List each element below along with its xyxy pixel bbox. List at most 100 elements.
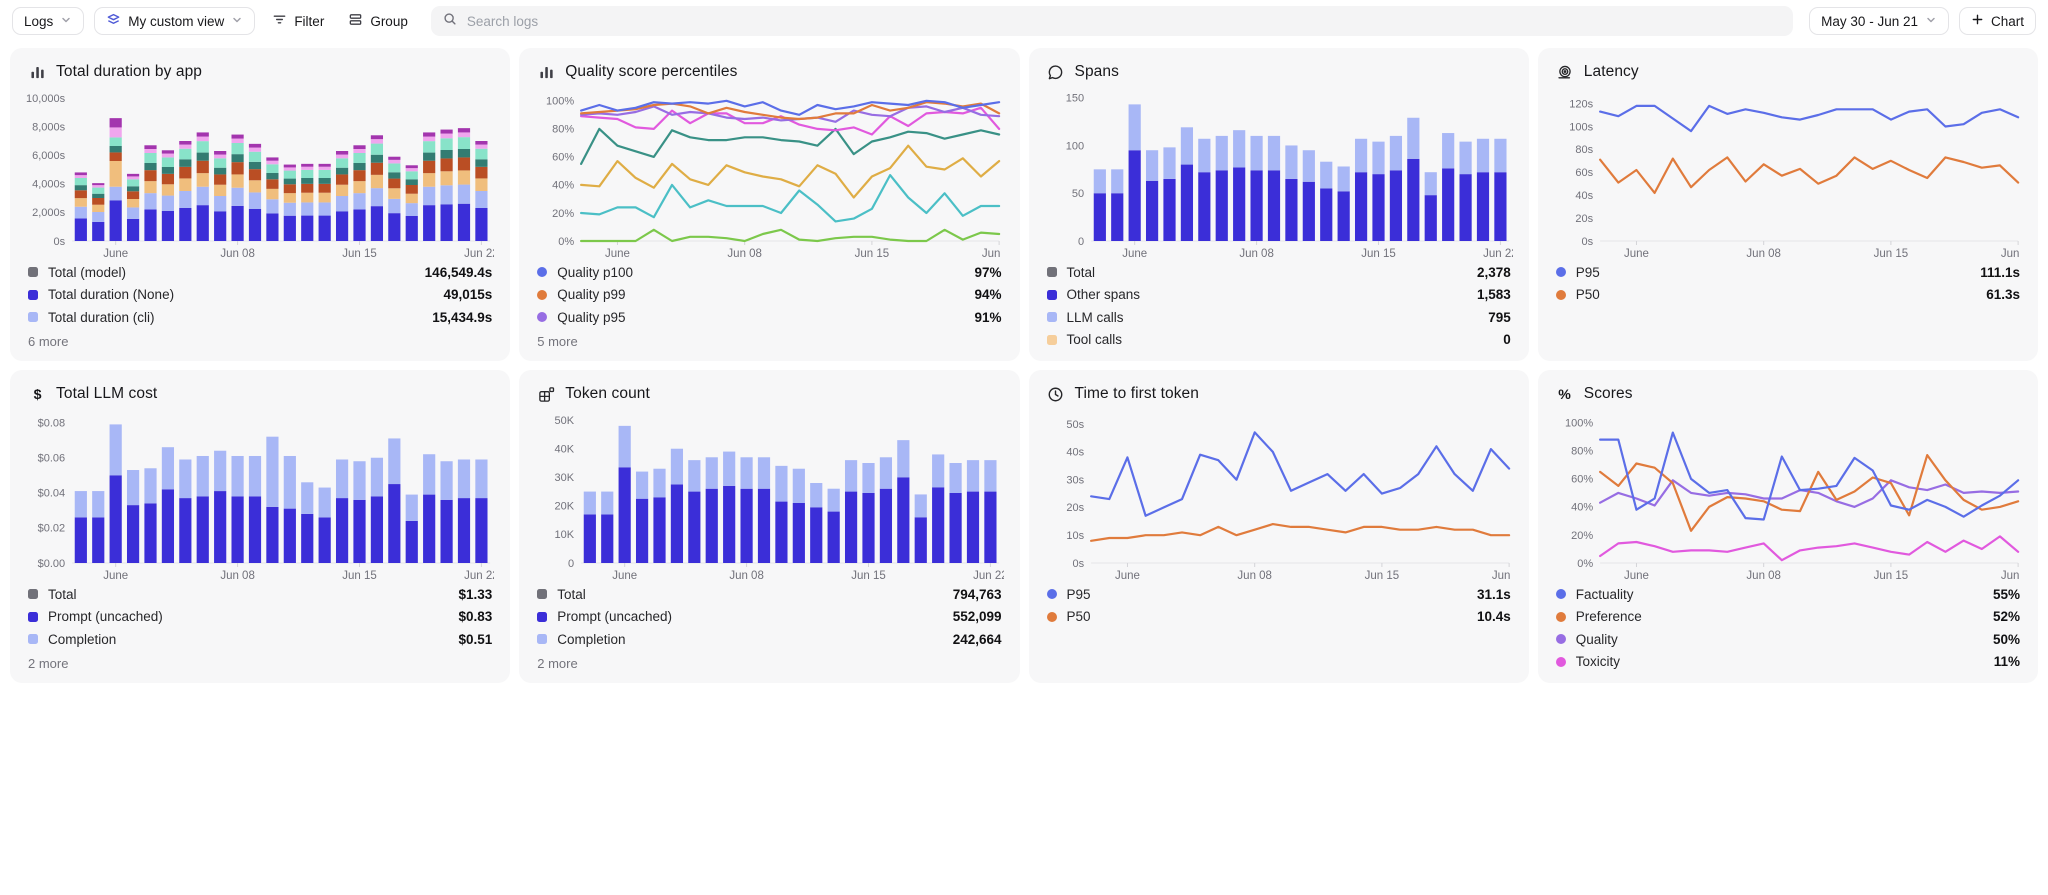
svg-text:Jun 22: Jun 22 <box>2001 570 2022 582</box>
svg-text:Jun 22: Jun 22 <box>464 570 494 582</box>
svg-text:6,000s: 6,000s <box>32 150 66 162</box>
chart-card-token-count[interactable]: Token count 0 10K 20K 30K 40K 50K June Jun 08 Jun… <box>519 370 1020 683</box>
legend-item: Preference 52% <box>1554 606 2022 629</box>
svg-text:60%: 60% <box>1571 474 1593 486</box>
legend-more[interactable]: 2 more <box>537 655 578 671</box>
legend-marker <box>1046 611 1057 622</box>
layers-icon <box>106 12 121 30</box>
svg-text:60%: 60% <box>552 152 574 164</box>
legend-more[interactable]: 2 more <box>28 655 69 671</box>
bar-chart-icon <box>537 64 555 81</box>
legend-value: 10.4s <box>1476 609 1511 625</box>
legend-marker <box>1555 267 1566 278</box>
svg-text:$0.04: $0.04 <box>38 488 66 500</box>
chart-card-quality-score-percentiles[interactable]: Quality score percentiles 0% 20% 40% 60% 80% 1… <box>519 48 1020 361</box>
svg-text:Jun 15: Jun 15 <box>851 570 886 582</box>
legend-marker <box>1555 611 1566 622</box>
legend-item: P50 61.3s <box>1554 284 2022 307</box>
legend-label: LLM calls <box>1066 309 1124 325</box>
legend-marker <box>28 589 38 600</box>
chart-card-scores[interactable]: % Scores 0% 20% 40% 60% 80% 100% June Jun 08 Jun 1… <box>1537 370 2038 683</box>
svg-text:10s: 10s <box>1066 530 1084 542</box>
chart-card-time-to-first-token[interactable]: Time to first token 0s 10s 20s 30s 40s 50s June… <box>1028 370 1529 683</box>
svg-text:Jun 15: Jun 15 <box>1873 570 1908 582</box>
svg-text:Jun 22: Jun 22 <box>1483 248 1513 260</box>
legend-more[interactable]: 6 more <box>28 333 69 349</box>
card-title: Latency <box>1583 63 1639 80</box>
legend-value: 146,549.4s <box>424 264 493 280</box>
legend-value: 91% <box>974 309 1002 325</box>
legend-marker <box>1555 289 1566 300</box>
chart-card-latency[interactable]: Latency 0s 20s 40s 60s 80s 100s 120s June Jun 08 J… <box>1537 48 2038 361</box>
legend-label: P50 <box>1066 609 1091 625</box>
svg-text:Jun 08: Jun 08 <box>1239 248 1274 260</box>
card-title: Total LLM cost <box>56 385 158 402</box>
chevron-down-icon <box>60 14 72 29</box>
svg-text:June: June <box>1115 570 1140 582</box>
legend-value: 111.1s <box>1980 264 2020 280</box>
percent-icon: % <box>1556 386 1574 403</box>
legend-label: Completion <box>48 631 117 647</box>
legend-marker <box>1555 634 1566 645</box>
svg-text:Jun 22: Jun 22 <box>464 248 494 260</box>
legend-more[interactable]: 5 more <box>537 333 578 349</box>
clock-icon <box>1047 386 1065 403</box>
svg-text:100%: 100% <box>546 96 574 108</box>
legend-item: P95 111.1s <box>1554 261 2022 284</box>
group-button[interactable]: Group <box>341 7 415 35</box>
date-range-button[interactable]: May 30 - Jun 21 <box>1809 7 1949 35</box>
legend-marker <box>28 312 38 323</box>
legend-value: 15,434.9s <box>432 309 493 325</box>
svg-text:40%: 40% <box>552 180 574 192</box>
token-count-chart: 0 10K 20K 30K 40K 50K June Jun 08 Jun 15 Jun 22 <box>555 415 1004 582</box>
legend-item: Tool calls 0 <box>1045 329 1513 352</box>
date-range-label: May 30 - Jun 21 <box>1821 13 1918 29</box>
bar-chart-icon <box>28 64 46 81</box>
svg-text:Jun 15: Jun 15 <box>1361 248 1396 260</box>
card-title-row: Spans <box>1045 61 1513 81</box>
legend-label: P95 <box>1575 264 1600 280</box>
legend-item: Quality p99 94% <box>535 284 1003 307</box>
legend-item: Total 2,378 <box>1045 261 1513 284</box>
legend-marker <box>537 267 548 278</box>
legend-marker <box>1555 656 1566 667</box>
legend-item: Total (model) 146,549.4s <box>26 261 494 284</box>
legend-value: 49,015s <box>443 287 493 303</box>
svg-text:120s: 120s <box>1569 98 1593 110</box>
legend-item: Total duration (None) 49,015s <box>26 284 494 307</box>
legend-value: 552,099 <box>952 609 1002 625</box>
view-selector-button[interactable]: My custom view <box>94 7 256 35</box>
svg-text:50K: 50K <box>555 415 575 427</box>
search-bar[interactable] <box>430 6 1794 36</box>
svg-text:0: 0 <box>1078 236 1084 248</box>
filter-button[interactable]: Filter <box>265 7 331 35</box>
chart-card-total-duration-by-app[interactable]: Total duration by app 0s 2,000s 4,000s 6,000… <box>10 48 511 361</box>
card-title-row: $ Total LLM cost <box>26 383 494 403</box>
svg-text:June: June <box>103 570 128 582</box>
quality-score-percentiles-chart: 0% 20% 40% 60% 80% 100% June Jun 08 Jun 15 Jun 22 <box>546 96 1003 260</box>
legend-marker <box>1046 312 1057 323</box>
view-selector-label: My custom view <box>128 13 225 29</box>
svg-text:June: June <box>612 570 637 582</box>
svg-text:June: June <box>103 248 128 260</box>
svg-text:%: % <box>1558 387 1571 403</box>
legend-label: Toxicity <box>1575 654 1621 670</box>
search-input[interactable] <box>464 12 1782 30</box>
legend-label: Quality p95 <box>557 309 626 325</box>
chart-card-total-llm-cost[interactable]: $ Total LLM cost $0.00 $0.02 $0.04 $0.06 $0.08… <box>10 370 511 683</box>
svg-text:150: 150 <box>1065 92 1083 104</box>
legend-marker <box>1046 289 1057 300</box>
logs-dropdown-button[interactable]: Logs <box>12 7 85 35</box>
legend-item: Completion 242,664 <box>535 628 1003 651</box>
svg-text:40s: 40s <box>1066 447 1084 459</box>
svg-text:30s: 30s <box>1066 474 1084 486</box>
legend-label: Total <box>1066 264 1096 280</box>
legend-item: Prompt (uncached) $0.83 <box>26 606 494 629</box>
add-chart-button[interactable]: Chart <box>1958 7 2036 35</box>
legend-marker <box>537 634 548 645</box>
filter-label: Filter <box>294 13 325 29</box>
legend-value: $0.83 <box>458 609 493 625</box>
svg-text:40K: 40K <box>555 444 575 456</box>
legend-label: Total duration (None) <box>48 287 175 303</box>
